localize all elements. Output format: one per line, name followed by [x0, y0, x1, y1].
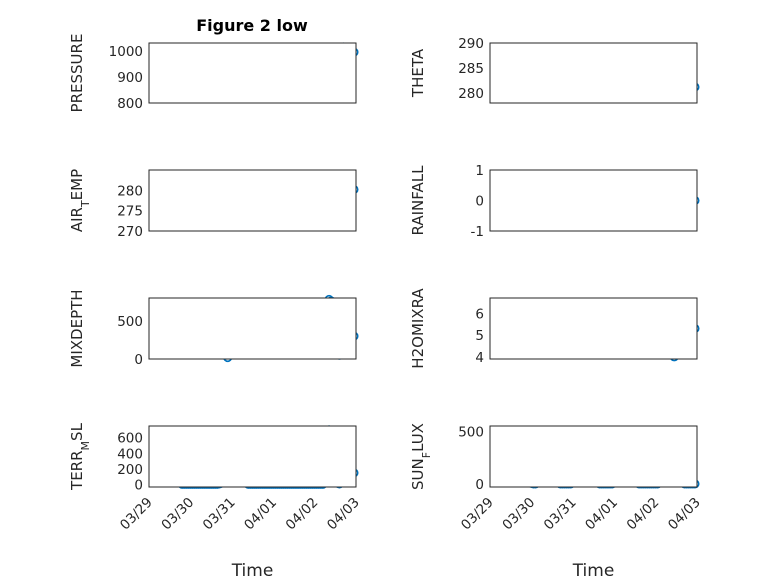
x-axis-label: Time — [231, 561, 274, 581]
x-tick-label: 03/30 — [499, 495, 538, 534]
x-tick-label: 04/02 — [624, 495, 663, 534]
axes-frame — [489, 425, 698, 488]
y-tick-label: 600 — [117, 431, 143, 447]
panel-6: 4 5 6 H2OMIXRA — [409, 288, 700, 369]
y-axis-label-main: SUN — [409, 458, 427, 490]
y-tick-label: 0 — [134, 352, 143, 368]
y-tick-label: 0 — [475, 194, 484, 210]
y-axis-label: PRESSURE — [68, 34, 86, 113]
figure-title: Figure 2 low — [196, 16, 308, 35]
y-axis-label: AIRTEMP — [68, 169, 92, 232]
y-tick-label: 900 — [117, 70, 143, 86]
panel-5: 0 500 MIXDEPTH — [68, 289, 359, 368]
y-axis-label-main: H2OMIXRA — [409, 288, 427, 369]
y-tick-label: 275 — [117, 204, 143, 220]
axes-frame — [148, 42, 357, 104]
y-tick-label: 400 — [117, 446, 143, 462]
y-tick-label: 1000 — [109, 44, 143, 60]
y-tick-label: 6 — [475, 306, 484, 322]
x-tick-label: 04/03 — [665, 495, 704, 534]
y-tick-label: 800 — [117, 96, 143, 112]
y-tick-label: 290 — [458, 36, 484, 52]
y-axis-label-main: THETA — [409, 48, 427, 98]
y-tick-label: 500 — [117, 314, 143, 330]
x-tick-label: 03/30 — [158, 495, 197, 534]
x-tick-label: 04/03 — [324, 495, 363, 534]
y-tick-label: 1 — [475, 163, 484, 179]
axes-frame — [148, 297, 357, 360]
y-axis-label-main: MIXDEPTH — [68, 289, 86, 367]
y-tick-label: 280 — [458, 86, 484, 102]
y-tick-label: -1 — [471, 224, 484, 240]
y-axis-label: TERRMSL — [68, 422, 92, 491]
panel-3: 270 275 280 AIRTEMP — [68, 169, 359, 240]
y-axis-label-subscript: F — [420, 452, 433, 458]
y-axis-label-tail: LUX — [409, 423, 427, 452]
y-axis-label-tail: EMP — [68, 169, 86, 200]
panel-2: 280 285 290 THETA — [409, 36, 700, 104]
y-axis-label-main: RAINFALL — [409, 165, 427, 236]
panel-4: -1 0 1 RAINFALL — [409, 163, 700, 240]
y-tick-label: 5 — [475, 328, 484, 344]
y-tick-label: 285 — [458, 61, 484, 77]
x-tick-label: 04/02 — [283, 495, 322, 534]
y-tick-label: 500 — [458, 424, 484, 440]
x-tick-label: 03/31 — [541, 495, 580, 534]
y-axis-label-main: PRESSURE — [68, 34, 86, 113]
y-tick-label: 4 — [475, 350, 484, 366]
x-tick-label: 03/31 — [200, 495, 239, 534]
y-tick-label: 0 — [134, 478, 143, 494]
y-axis-label-subscript: T — [79, 200, 92, 208]
axes-frame — [148, 169, 357, 232]
x-tick-label: 03/29 — [117, 495, 156, 534]
y-axis-label: MIXDEPTH — [68, 289, 86, 367]
x-axis-label: Time — [572, 561, 615, 581]
y-tick-label: 270 — [117, 224, 143, 240]
x-tick-label: 04/01 — [241, 495, 280, 534]
axes-frame — [489, 169, 698, 232]
y-tick-label: 200 — [117, 462, 143, 478]
y-axis-label: SUNFLUX — [409, 423, 433, 490]
y-axis-label-main: TERR — [68, 450, 86, 491]
y-axis-label: THETA — [409, 48, 427, 98]
axes-frame — [148, 425, 357, 488]
y-axis-label: RAINFALL — [409, 165, 427, 236]
x-tick-label: 04/01 — [582, 495, 621, 534]
panel-8: 0 500 03/29 03/30 03/31 04/01 04/02 04/03 Time SU… — [409, 423, 704, 581]
y-tick-label: 280 — [117, 183, 143, 199]
y-axis-label: H2OMIXRA — [409, 288, 427, 369]
y-axis-label-tail: SL — [68, 422, 86, 441]
axes-frame — [489, 297, 698, 360]
x-tick-label: 03/29 — [458, 495, 497, 534]
panel-1: 800 900 1000 PRESSURE — [68, 34, 359, 113]
axes-frame — [489, 42, 698, 104]
y-axis-label-subscript: M — [79, 441, 92, 451]
y-axis-label-main: AIR — [68, 207, 86, 232]
y-tick-label: 0 — [475, 477, 484, 493]
